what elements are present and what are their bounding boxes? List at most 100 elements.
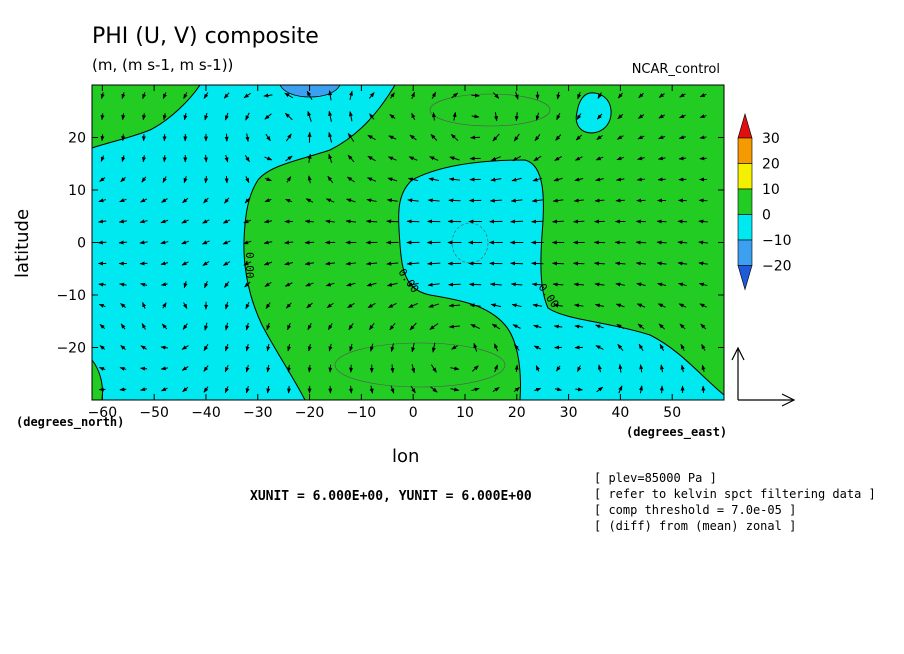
- wind-vector: [287, 343, 291, 352]
- colorbar-label: 30: [762, 131, 780, 147]
- wind-vector: [471, 387, 480, 392]
- wind-vector: [657, 303, 666, 308]
- x-tick-label: −60: [88, 405, 118, 421]
- note-line: [ plev=85000 Pa ]: [594, 471, 717, 485]
- wind-vector: [345, 261, 357, 266]
- wind-vector: [328, 110, 333, 122]
- wind-vector: [700, 323, 707, 330]
- wind-vector: [222, 240, 231, 245]
- wind-vector: [265, 302, 271, 309]
- wind-vector: [450, 133, 459, 142]
- wind-vector: [408, 156, 418, 161]
- wind-vector: [637, 156, 645, 161]
- wind-vector: [306, 302, 313, 309]
- wind-vector: [160, 345, 169, 350]
- wind-vector: [224, 301, 229, 310]
- wind-vector: [203, 344, 209, 352]
- wind-vector: [224, 281, 230, 288]
- wind-vector: [470, 323, 481, 330]
- wind-vector: [141, 323, 147, 330]
- wind-vector: [574, 324, 584, 329]
- contour-label-1: 0.00: [243, 252, 256, 279]
- colorbar-label: 0: [762, 208, 771, 224]
- wind-vector: [656, 261, 667, 266]
- wind-vector: [514, 112, 519, 122]
- colorbar-segment: [737, 163, 753, 190]
- wind-vector: [594, 303, 605, 308]
- wind-vector: [118, 219, 127, 224]
- wind-vector: [617, 113, 624, 120]
- wind-vector: [367, 134, 376, 141]
- wind-vector: [224, 343, 229, 352]
- y-tick-label: −10: [56, 288, 86, 304]
- wind-vector: [345, 219, 357, 224]
- wind-vector: [577, 92, 582, 100]
- wind-vector: [638, 343, 644, 352]
- wind-vector: [639, 364, 644, 373]
- wind-vector: [346, 282, 356, 287]
- wind-vector: [427, 261, 441, 266]
- wind-vector: [139, 240, 148, 245]
- wind-vector: [160, 219, 169, 224]
- wind-vector: [698, 261, 708, 266]
- wind-vector: [118, 240, 128, 245]
- cyan-patch-northeast: [575, 92, 612, 134]
- wind-vector: [660, 364, 664, 373]
- wind-vector: [98, 366, 106, 371]
- wind-vector: [657, 177, 666, 182]
- wind-vector: [511, 303, 522, 308]
- wind-vector: [286, 385, 291, 394]
- wind-vector: [183, 176, 188, 184]
- wind-vector: [286, 176, 292, 183]
- wind-vector: [140, 345, 147, 350]
- wind-vector: [511, 177, 522, 182]
- wind-vector: [245, 176, 250, 184]
- wind-vector: [181, 345, 189, 350]
- wind-vector: [121, 92, 126, 100]
- wind-vector: [162, 302, 167, 309]
- wind-vector: [615, 177, 625, 182]
- wind-vector: [286, 364, 291, 373]
- wind-vector: [347, 154, 355, 163]
- wind-vector: [510, 219, 523, 224]
- wind-vector: [328, 132, 333, 143]
- wind-vector: [595, 177, 604, 182]
- wind-vector: [368, 322, 375, 331]
- wind-vector: [597, 364, 602, 373]
- green-region-center: [243, 85, 724, 400]
- wind-vector: [307, 153, 312, 163]
- x-axis-note: (degrees_north): [16, 415, 125, 429]
- wind-vector: [100, 92, 105, 100]
- wind-vector: [142, 92, 147, 100]
- wind-vector: [285, 133, 292, 142]
- wind-vector: [162, 155, 167, 163]
- wind-vector: [285, 302, 292, 309]
- wind-vector: [492, 92, 500, 99]
- wind-vector: [411, 112, 416, 120]
- wind-vector: [555, 365, 561, 372]
- wind-vector: [698, 219, 708, 224]
- wind-vector: [595, 345, 604, 350]
- wind-vector: [575, 387, 584, 392]
- wind-vector: [245, 322, 250, 331]
- notes: [ plev=85000 Pa ] [ refer to kelvin spct…: [594, 470, 876, 534]
- wind-vector: [573, 198, 584, 203]
- wind-vector: [224, 197, 230, 204]
- wind-vector: [659, 343, 665, 352]
- wind-vector: [595, 324, 604, 329]
- wind-vector: [389, 322, 396, 331]
- wind-vector: [639, 385, 643, 394]
- wind-vector: [139, 219, 148, 224]
- wind-vector: [574, 303, 584, 308]
- wind-vector: [243, 261, 252, 266]
- wind-vector: [284, 92, 294, 99]
- wind-vector: [533, 324, 542, 329]
- wind-vector: [97, 240, 107, 245]
- colorbar-label: 20: [762, 157, 780, 173]
- wind-vector: [98, 198, 106, 203]
- wind-vector: [325, 282, 335, 287]
- wind-vector: [266, 364, 271, 373]
- wind-vector: [471, 93, 480, 98]
- x-tick-label: −40: [191, 405, 221, 421]
- wind-vector: [493, 343, 499, 352]
